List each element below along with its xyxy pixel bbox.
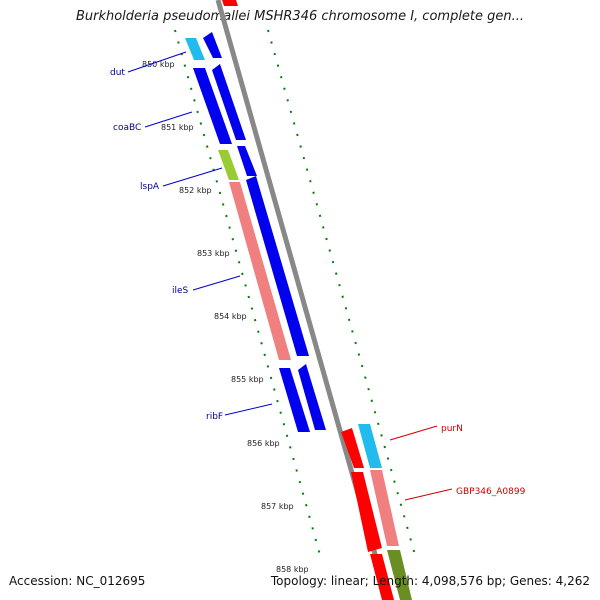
gene-label-ileS[interactable]: ileS bbox=[172, 286, 189, 296]
gene-feature-coaBC[interactable] bbox=[193, 68, 232, 144]
gene-feature-lspA[interactable] bbox=[218, 150, 239, 180]
gene-feature-ribF[interactable] bbox=[279, 368, 310, 432]
gene-label-dut[interactable]: dut bbox=[110, 68, 125, 78]
cds-feature-dut[interactable] bbox=[203, 32, 222, 58]
kbp-label: 853 kbp bbox=[197, 249, 230, 258]
gene-feature-bottom-green[interactable] bbox=[387, 550, 412, 600]
gene-label-GBP346-A0899[interactable]: GBP346_A0899 bbox=[456, 487, 526, 497]
cds-feature-GBP346-A0899[interactable] bbox=[370, 470, 399, 546]
kbp-label: 858 kbp bbox=[276, 565, 309, 574]
gene-feature-dut[interactable] bbox=[185, 38, 205, 60]
kbp-label: 854 kbp bbox=[214, 312, 247, 321]
cds-feature-lspA[interactable] bbox=[237, 146, 257, 176]
gene-feature-GBP346-A0899[interactable] bbox=[351, 472, 382, 552]
genome-summary-text: Topology: linear; Length: 4,098,576 bp; … bbox=[270, 574, 590, 588]
cds-feature-coaBC[interactable] bbox=[212, 64, 246, 140]
cds-feature-ribF[interactable] bbox=[298, 364, 326, 430]
gene-label-coaBC[interactable]: coaBC bbox=[113, 123, 141, 133]
gene-feature-bottom-red[interactable] bbox=[370, 554, 394, 600]
leader-line-ileS bbox=[192, 275, 241, 291]
cds-feature-purN[interactable] bbox=[358, 424, 382, 468]
leader-line-dut bbox=[127, 51, 187, 73]
gene-label-ribF[interactable]: ribF bbox=[206, 412, 223, 422]
accession-text: Accession: NC_012695 bbox=[9, 574, 146, 588]
gene-feature-purN[interactable] bbox=[341, 428, 364, 468]
leader-line-purN bbox=[389, 425, 438, 441]
leader-line-ribF bbox=[224, 403, 273, 416]
cds-feature-ileS[interactable] bbox=[246, 176, 309, 356]
kbp-label: 855 kbp bbox=[231, 375, 264, 384]
leader-line-coaBC bbox=[144, 111, 193, 128]
gene-feature-ileS[interactable] bbox=[229, 182, 291, 360]
kbp-label: 850 kbp bbox=[142, 60, 175, 69]
map-title: Burkholderia pseudomallei MSHR346 chromo… bbox=[75, 9, 525, 24]
kbp-label: 857 kbp bbox=[261, 502, 294, 511]
kbp-label: 856 kbp bbox=[247, 439, 280, 448]
kbp-label: 852 kbp bbox=[179, 186, 212, 195]
gene-label-purN[interactable]: purN bbox=[441, 424, 463, 434]
gene-feature-top-red[interactable] bbox=[222, 0, 238, 6]
leader-line-GBP346-A0899 bbox=[404, 488, 453, 501]
leader-line-lspA bbox=[162, 167, 223, 187]
gene-label-lspA[interactable]: lspA bbox=[140, 182, 160, 192]
kbp-label: 851 kbp bbox=[161, 123, 194, 132]
